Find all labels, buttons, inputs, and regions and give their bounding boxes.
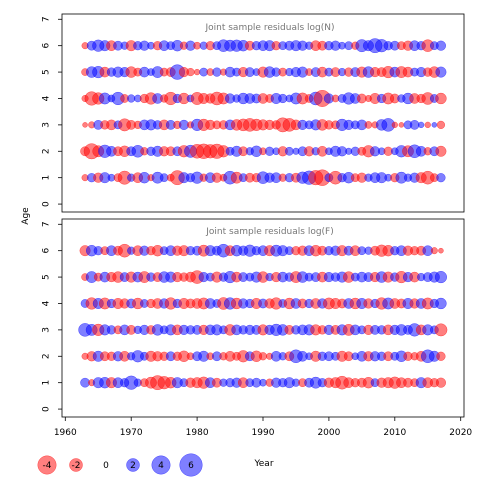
- negative-residual-point: [391, 121, 398, 129]
- y-tick-label: 7: [42, 16, 52, 22]
- x-tick-label: 2010: [383, 428, 406, 438]
- negative-residual-point: [398, 122, 405, 128]
- y-tick-label: 0: [42, 406, 52, 412]
- negative-residual-point: [364, 121, 373, 129]
- x-tick-label: 2000: [317, 428, 340, 438]
- panel-logN-axis: 0 1 2 3 4 5 6 7: [42, 16, 62, 207]
- y-tick-label: 6: [42, 248, 52, 254]
- y-tick-label: 1: [42, 175, 52, 181]
- negative-residual-point: [424, 121, 431, 129]
- y-tick-label: 3: [42, 327, 52, 333]
- negative-residual-point: [436, 120, 446, 129]
- positive-residual-point: [435, 40, 446, 51]
- y-tick-label: 5: [42, 69, 52, 75]
- y-tick-label: 5: [42, 274, 52, 280]
- y-tick-label: 1: [42, 380, 52, 386]
- panel-logN-title: Joint sample residuals log(N): [204, 23, 334, 33]
- x-tick-label: 1980: [186, 428, 209, 438]
- legend-label: -4: [43, 461, 52, 471]
- positive-residual-point: [418, 121, 425, 129]
- legend-label: 4: [158, 461, 164, 471]
- positive-residual-point: [409, 120, 420, 130]
- x-axis: 1960 1970 1980 1990 2000 2010 2020: [54, 417, 472, 438]
- y-tick-label: 4: [42, 300, 52, 306]
- x-tick-label: 1990: [252, 428, 275, 438]
- legend-bubble: [37, 455, 57, 475]
- y-tick-label: 2: [42, 148, 52, 154]
- panel-logF-axis: 0 1 2 3 4 5 6 7: [42, 221, 62, 412]
- positive-residual-point: [435, 66, 447, 78]
- positive-residual-point: [212, 67, 222, 77]
- legend-label: 6: [188, 461, 194, 471]
- positive-residual-point: [285, 146, 294, 156]
- legend-label: -2: [72, 461, 81, 471]
- y-tick-label: 3: [42, 122, 52, 128]
- positive-residual-point: [434, 271, 447, 284]
- legend-label: 0: [103, 461, 109, 471]
- y-axis-label: Age: [21, 207, 31, 225]
- size-legend: -4 -2 0 2 4 6: [37, 453, 203, 477]
- panel-logF-points: [78, 243, 448, 391]
- panel-logN: Joint sample residuals log(N) 0 1 2 3 4 5 6 7: [42, 13, 465, 213]
- negative-residual-point: [438, 247, 444, 254]
- x-axis-label: Year: [253, 459, 273, 469]
- positive-residual-point: [431, 122, 438, 128]
- panel-logF-title: Joint sample residuals log(F): [205, 227, 333, 237]
- negative-residual-point: [430, 247, 438, 255]
- y-tick-label: 0: [42, 201, 52, 207]
- negative-residual-point: [193, 68, 201, 76]
- positive-residual-point: [127, 94, 136, 103]
- negative-residual-point: [435, 145, 447, 157]
- panel-logN-points: [80, 38, 447, 186]
- negative-residual-point: [258, 352, 268, 361]
- x-tick-label: 1970: [120, 428, 143, 438]
- negative-residual-point: [436, 351, 446, 361]
- legend-bubble: [69, 458, 83, 472]
- y-tick-label: 6: [42, 43, 52, 49]
- positive-residual-point: [435, 297, 447, 310]
- legend-bubble: [126, 458, 140, 472]
- x-tick-label: 2020: [449, 428, 472, 438]
- negative-residual-point: [82, 122, 88, 128]
- y-tick-label: 4: [42, 95, 52, 101]
- negative-residual-point: [186, 67, 195, 77]
- x-tick-label: 1960: [54, 428, 77, 438]
- panel-logF: Joint sample residuals log(F) 0 1 2 3 4 5 6 7: [42, 218, 465, 418]
- panel-logN-frame: [61, 13, 465, 213]
- y-tick-label: 2: [42, 353, 52, 359]
- legend-bubble: [151, 455, 171, 475]
- negative-residual-point: [434, 323, 448, 337]
- negative-residual-point: [435, 92, 447, 105]
- negative-residual-point: [435, 377, 446, 388]
- y-tick-label: 7: [42, 221, 52, 227]
- legend-label: 2: [130, 461, 136, 471]
- legend-bubble: [179, 453, 203, 477]
- positive-residual-point: [436, 173, 446, 183]
